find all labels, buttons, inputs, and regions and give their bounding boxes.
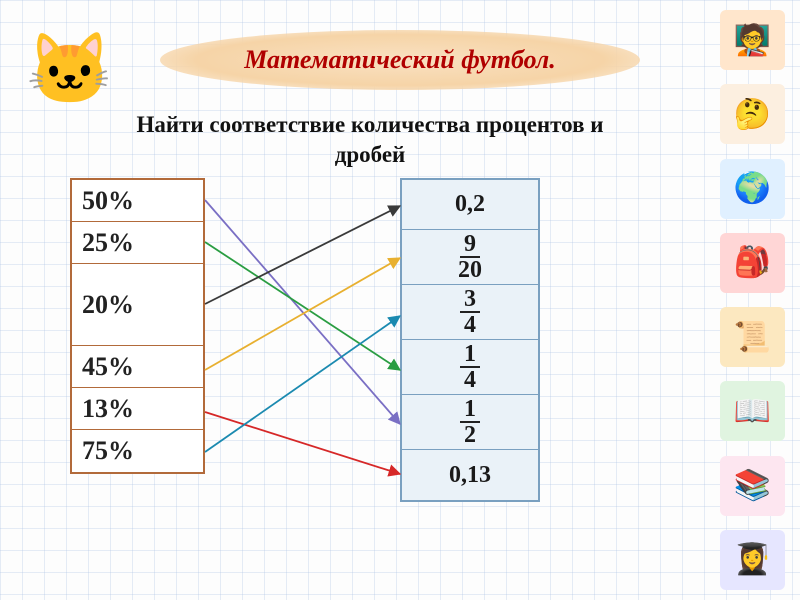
pen-paper-icon: 📜 — [720, 307, 785, 367]
percent-cell: 45% — [72, 346, 203, 388]
clock-character-icon: 🤔 — [720, 84, 785, 144]
percent-cell: 13% — [72, 388, 203, 430]
fraction-cell: 920 — [402, 230, 538, 285]
fraction-cell: 0,13 — [402, 450, 538, 500]
fraction: 12 — [460, 397, 480, 447]
fraction-cell: 12 — [402, 395, 538, 450]
open-book-icon: 📖 — [720, 381, 785, 441]
match-arrow — [205, 258, 400, 370]
title-band: Математический футбол. — [160, 30, 640, 90]
fraction: 14 — [460, 342, 480, 392]
boy-at-desk-icon: 🧑‍🏫 — [720, 10, 785, 70]
percent-cell: 50% — [72, 180, 203, 222]
match-arrow — [205, 200, 400, 424]
globe-icon: 🌍 — [720, 159, 785, 219]
fraction-cell: 14 — [402, 340, 538, 395]
percent-cell: 25% — [72, 222, 203, 264]
fraction: 920 — [454, 232, 486, 282]
subtitle: Найти соответствие количества процентов … — [100, 110, 640, 170]
student-with-book-icon: 👩‍🎓 — [720, 530, 785, 590]
percent-cell: 20% — [72, 264, 203, 346]
percent-cell: 75% — [72, 430, 203, 472]
fraction: 34 — [460, 287, 480, 337]
page-title: Математический футбол. — [244, 45, 556, 75]
match-arrow — [205, 206, 400, 304]
backpack-icon: 🎒 — [720, 233, 785, 293]
cat-glyph: 🐱 — [26, 29, 113, 111]
match-arrow — [205, 316, 400, 452]
sidebar-icons: 🧑‍🏫 🤔 🌍 🎒 📜 📖 📚 👩‍🎓 — [720, 10, 795, 590]
match-arrow — [205, 242, 400, 370]
fraction-table: 0,2920 3414120,13 — [400, 178, 540, 502]
percent-table: 50%25%20%45%13%75% — [70, 178, 205, 474]
fraction-cell: 0,2 — [402, 180, 538, 230]
book-stack-icon: 📚 — [720, 456, 785, 516]
fraction-cell: 34 — [402, 285, 538, 340]
match-arrow — [205, 412, 400, 474]
